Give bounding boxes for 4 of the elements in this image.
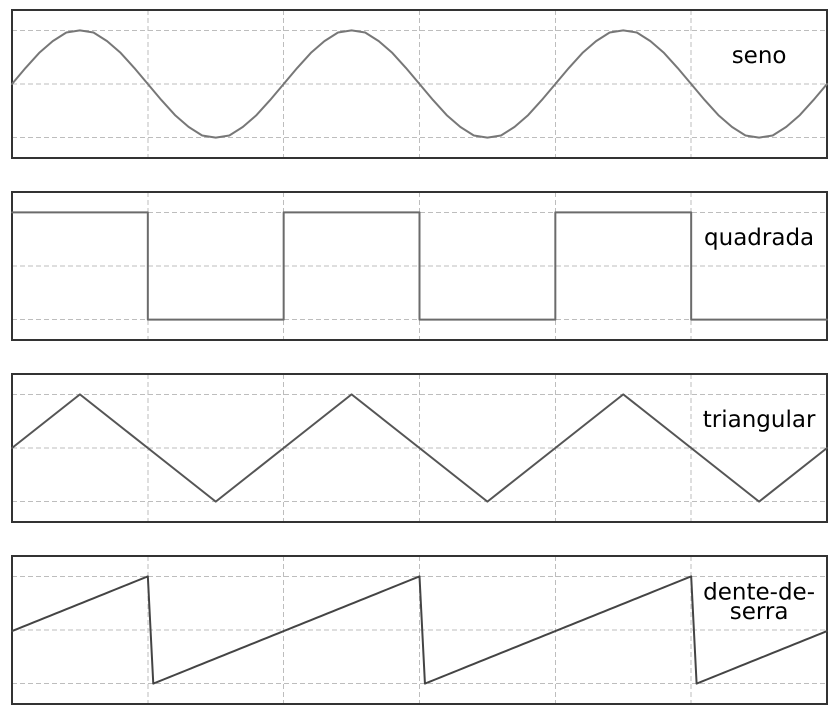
series-label: seno — [732, 43, 786, 70]
series-label: triangular — [702, 407, 816, 434]
series-label: quadrada — [704, 225, 814, 252]
series-label: dente-de-serra — [703, 579, 816, 625]
